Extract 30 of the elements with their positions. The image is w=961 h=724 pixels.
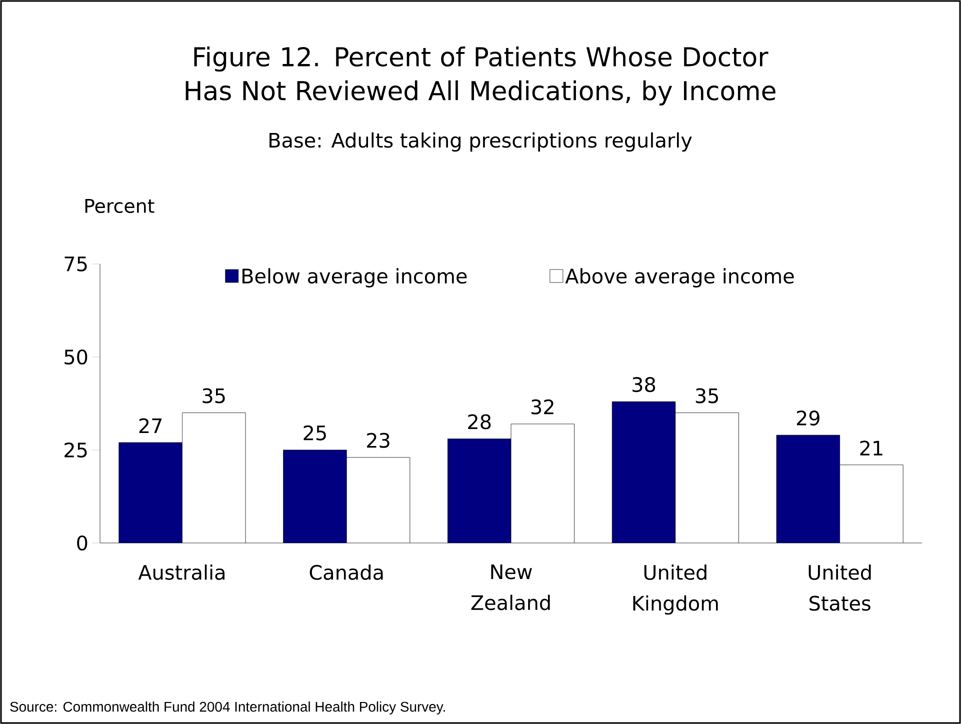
bar: [283, 450, 347, 543]
data-label: 21: [860, 440, 882, 456]
source-note: Source: Commonwealth Fund 2004 International Health Policy Survey.: [10, 701, 445, 714]
y-tick-label: 25: [64, 442, 87, 458]
chart-title: Figure 12. Percent of Patients Whose Doctor Has Not Reviewed All Medications, by Income: [186, 46, 776, 106]
legend-label: Below average income: [242, 268, 467, 288]
y-tick-label: 50: [64, 349, 88, 365]
y-axis-title: Percent: [85, 198, 154, 214]
data-label: 38: [632, 377, 656, 392]
x-tick-label: New Zealand: [471, 564, 550, 610]
y-tick-label: 75: [64, 256, 87, 272]
x-tick-label: United States: [808, 564, 871, 611]
x-tick-label: Canada: [310, 564, 383, 580]
data-label: 29: [796, 410, 820, 426]
bar: [118, 442, 182, 543]
data-label: 35: [696, 388, 718, 404]
data-label: 27: [139, 418, 162, 434]
bar: [612, 402, 676, 543]
y-tick-label: 0: [77, 535, 88, 551]
x-tick-label: Australia: [138, 564, 224, 580]
x-tick-label: United Kingdom: [633, 564, 718, 615]
data-label: 23: [367, 432, 390, 448]
data-label: 32: [531, 399, 554, 414]
bar: [448, 438, 512, 543]
data-label: 25: [304, 425, 326, 440]
chart-subtitle: Base: Adults taking prescriptions regularly: [270, 132, 692, 152]
data-label: 35: [202, 388, 225, 404]
legend-label: Above average income: [565, 268, 794, 288]
data-label: 28: [468, 414, 491, 430]
bar: [776, 434, 840, 543]
